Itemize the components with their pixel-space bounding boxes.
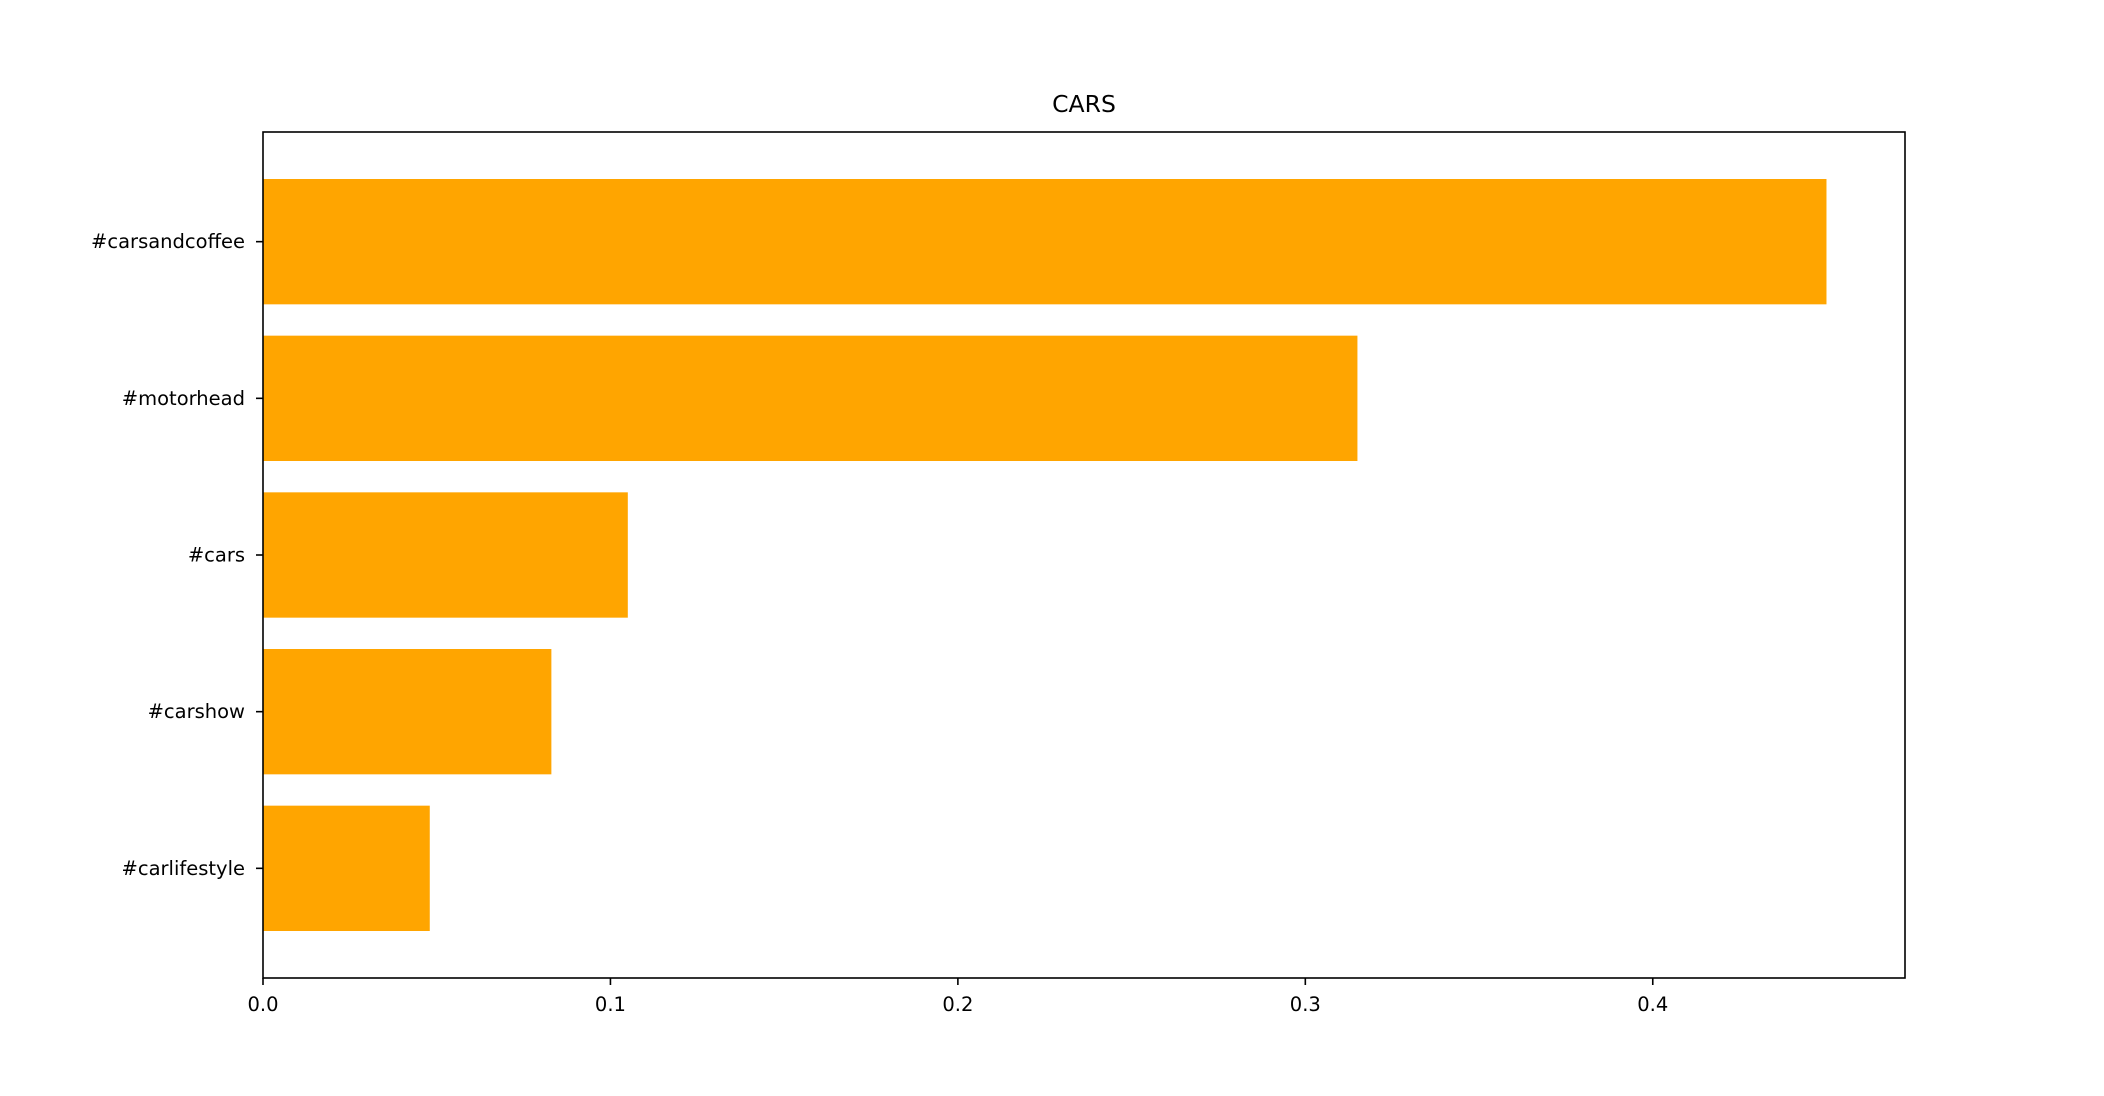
y-tick-label: #carsandcoffee: [91, 230, 245, 253]
bar: [263, 179, 1827, 305]
y-tick-label: #carshow: [148, 700, 245, 723]
x-tick-label: 0.2: [942, 993, 973, 1016]
bar: [263, 335, 1358, 461]
x-tick-label: 0.0: [247, 993, 278, 1016]
bar: [263, 649, 552, 775]
y-tick-label: #cars: [188, 544, 245, 567]
x-tick-label: 0.3: [1290, 993, 1321, 1016]
x-tick-label: 0.1: [595, 993, 626, 1016]
bars-layer: [263, 179, 1827, 931]
bar: [263, 492, 628, 618]
y-tick-label: #motorhead: [122, 387, 245, 410]
y-axis: #carsandcoffee #motorhead #cars #carshow #ca…: [91, 230, 263, 880]
chart-title: CARS: [1052, 90, 1116, 118]
x-tick-label: 0.4: [1637, 993, 1668, 1016]
y-tick-label: #carlifestyle: [122, 857, 245, 880]
x-axis: 0.0 0.1 0.2 0.3 0.4: [247, 978, 1668, 1016]
bar: [263, 805, 430, 931]
